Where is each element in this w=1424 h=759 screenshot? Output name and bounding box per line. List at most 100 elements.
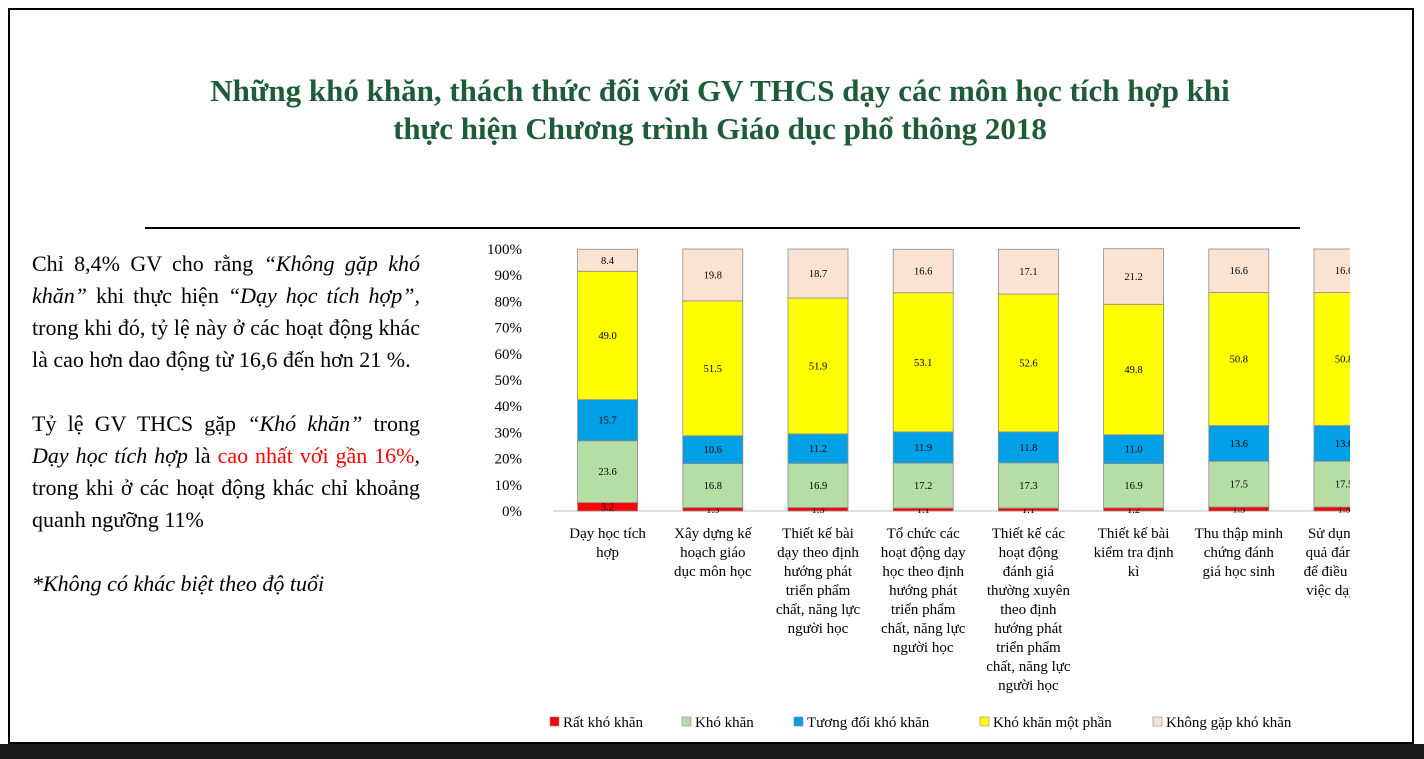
data-label: 1.3 — [811, 505, 824, 516]
bar-segment — [577, 270, 638, 401]
category-label: học theo định — [882, 564, 964, 580]
data-label: 1.5 — [1232, 505, 1245, 516]
p1-text-1: Chỉ 8,4% GV cho rằng — [32, 251, 264, 276]
legend-label: Khó khăn một phần — [993, 715, 1112, 731]
category-label: hoạch giáo — [680, 545, 745, 561]
bar-segment — [787, 462, 849, 508]
summary-note: *Không có khác biệt theo độ tuổi — [32, 568, 420, 600]
bar-segment — [1103, 434, 1164, 464]
data-label: 13.6 — [1230, 439, 1248, 450]
bar-segment — [998, 431, 1059, 464]
category-label: Thiết kế các — [992, 526, 1066, 542]
bars: 3.2 23.6 15.7 49.0 8.4 1.3 16.8 10.6 51.5 19.8 1.3… — [577, 248, 1350, 516]
category-label: triển phẩm — [891, 602, 956, 618]
data-label: 1.1 — [917, 505, 930, 516]
category-label: người học — [998, 678, 1059, 694]
p2-text-2: trong — [362, 411, 420, 436]
category-label: Tổ chức các — [887, 526, 960, 542]
bar-segment — [1208, 248, 1270, 293]
y-tick-label: 90% — [495, 268, 523, 284]
data-label: 53.1 — [914, 358, 932, 369]
bottom-bar — [0, 744, 1424, 759]
data-label: 11.0 — [1125, 445, 1143, 456]
y-tick-label: 10% — [495, 478, 523, 494]
bar-segment — [1208, 292, 1270, 426]
category-label: kì — [1128, 564, 1140, 580]
y-tick-label: 30% — [495, 425, 523, 441]
bar-segment — [892, 248, 954, 294]
legend-label: Không gặp khó khăn — [1166, 715, 1292, 731]
bar-segment — [892, 292, 954, 433]
category-label: người học — [893, 640, 954, 656]
data-label: 3.2 — [601, 502, 614, 513]
data-label: 23.6 — [598, 467, 616, 478]
data-label: 1.2 — [1127, 505, 1140, 516]
bar-segment — [1103, 303, 1164, 436]
category-label: Thiết kế bài — [782, 526, 854, 542]
category-label: hướng phát — [994, 621, 1063, 637]
data-label: 1.3 — [706, 505, 719, 516]
category-label: đánh giá — [1003, 564, 1055, 580]
bar-segment — [892, 431, 954, 464]
data-label: 17.3 — [1019, 481, 1037, 492]
category-label: hướng phát — [784, 564, 853, 580]
bar-segment — [892, 462, 954, 509]
y-tick-label: 40% — [495, 399, 523, 415]
data-label: 1.5 — [1337, 505, 1350, 516]
bar-segment — [1313, 460, 1350, 508]
summary-paragraph-1: Chỉ 8,4% GV cho rằng “Không gặp khó khăn… — [32, 248, 420, 376]
bar-segment — [1313, 292, 1350, 426]
p1-quote-2: “Dạy học tích hợp”, — [227, 283, 420, 308]
category-label: Dạy học tích — [569, 526, 646, 542]
bar-segment — [577, 248, 638, 272]
y-tick-label: 100% — [487, 242, 522, 258]
slide-title: Những khó khăn, thách thức đối với GV TH… — [110, 72, 1330, 148]
category-label: hoạt động — [999, 545, 1059, 561]
title-line-1: Những khó khăn, thách thức đối với GV TH… — [210, 73, 1230, 108]
legend: Rất khó khăn Khó khăn Tương đối khó khăn Kh… — [549, 715, 1292, 731]
data-label: 17.5 — [1230, 480, 1248, 491]
category-label: dạy theo định — [777, 545, 859, 561]
summary-paragraph-2: Tỷ lệ GV THCS gặp “Khó khăn” trong Dạy h… — [32, 408, 420, 536]
y-axis: 0% 10% 20% 30% 40% 50% 60% 70% 80% 90% 100% — [487, 242, 1350, 520]
category-label: dục môn học — [674, 564, 752, 580]
data-label: 49.8 — [1124, 365, 1142, 376]
bar-segment — [787, 248, 849, 299]
data-label: 51.9 — [809, 361, 827, 372]
category-label: hợp — [596, 545, 619, 561]
category-label: chứng đánh — [1204, 545, 1275, 561]
category-label: theo định — [1000, 602, 1057, 618]
note-text: *Không có khác biệt theo độ tuổi — [32, 571, 325, 596]
category-label: để điều chỉnh — [1304, 564, 1350, 580]
legend-swatch — [1152, 716, 1163, 727]
category-label: việc dạy học — [1306, 583, 1350, 599]
stacked-bar-chart: 0% 10% 20% 30% 40% 50% 60% 70% 80% 90% 100% 3.2 23.… — [487, 242, 1350, 731]
data-label: 19.8 — [704, 270, 722, 281]
legend-label: Rất khó khăn — [563, 715, 643, 731]
data-label: 11.2 — [809, 444, 827, 455]
category-label: giá học sinh — [1203, 564, 1276, 580]
data-label: 13.6 — [1335, 439, 1350, 450]
category-label: quả đánh giá — [1306, 545, 1350, 561]
category-label: Thu thập minh — [1195, 526, 1284, 542]
legend-label: Tương đối khó khăn — [807, 715, 930, 731]
category-label: chất, năng lực — [881, 621, 966, 637]
bar-segment — [998, 248, 1059, 295]
data-label: 52.6 — [1019, 358, 1037, 369]
data-label: 16.8 — [704, 481, 722, 492]
p2-italic: Dạy học tích hợp — [32, 443, 188, 468]
data-label: 17.1 — [1019, 267, 1037, 278]
data-label: 21.2 — [1124, 272, 1142, 283]
category-label: người học — [788, 621, 849, 637]
data-label: 16.6 — [1335, 266, 1350, 277]
data-label: 15.7 — [598, 416, 616, 427]
p2-text-3: là — [187, 443, 218, 468]
data-label: 16.9 — [1124, 481, 1142, 492]
title-line-2: thực hiện Chương trình Giáo dục phổ thôn… — [393, 111, 1047, 146]
bar-segment — [682, 435, 744, 464]
p2-text-4: , trong khi ở các hoạt động khác chỉ kho… — [32, 443, 420, 532]
y-tick-label: 0% — [502, 504, 522, 520]
bar-segment — [998, 462, 1059, 509]
data-label: 10.6 — [704, 445, 722, 456]
y-tick-label: 80% — [495, 294, 523, 310]
